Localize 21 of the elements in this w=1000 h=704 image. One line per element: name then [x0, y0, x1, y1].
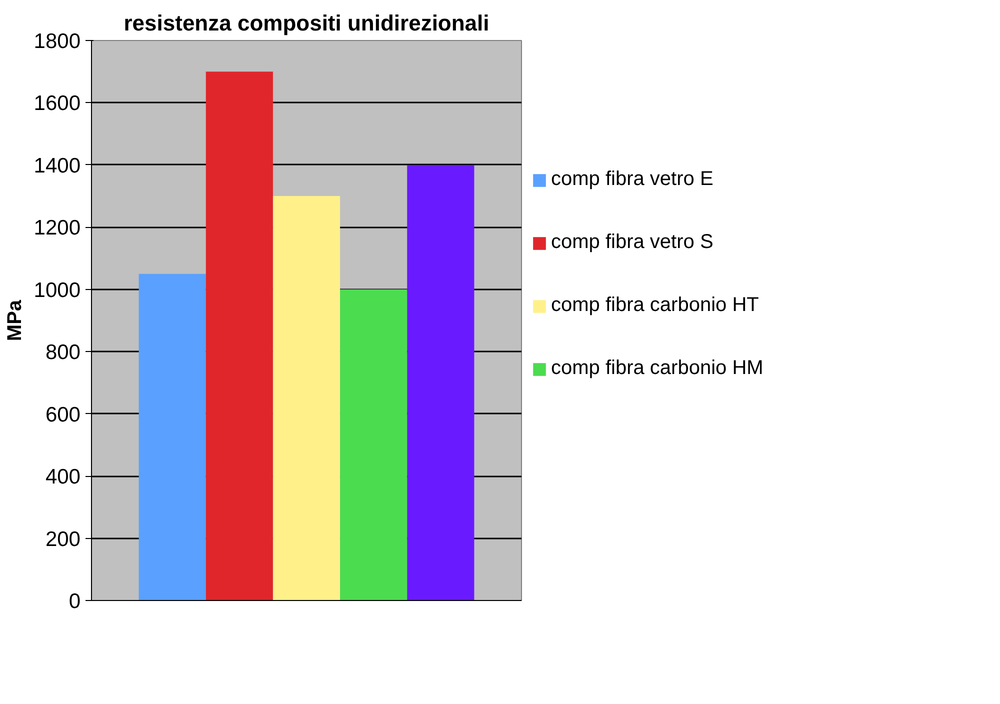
- bar: [138, 274, 206, 600]
- legend-label: comp fibra vetro E: [551, 168, 714, 191]
- bar: [206, 72, 273, 600]
- legend-label: comp fibra vetro S: [551, 231, 714, 254]
- y-tick-label: 200: [45, 528, 81, 551]
- chart-title: resistenza compositi unidirezionali: [124, 10, 490, 36]
- y-tick-label: 1200: [34, 216, 80, 240]
- bar: [272, 196, 340, 600]
- y-tick-label: 0: [68, 590, 81, 613]
- y-tick-label: 400: [45, 466, 81, 489]
- bar: [407, 164, 474, 600]
- y-tick-label: 1800: [34, 30, 80, 53]
- y-tick-label: 1000: [34, 278, 80, 302]
- y-tick-label: 600: [45, 403, 81, 426]
- legend-label: comp fibra carbonio HM: [551, 357, 764, 380]
- bar: [340, 289, 408, 600]
- legend-label: comp fibra carbonio HT: [551, 294, 760, 317]
- y-tick-label: 1400: [34, 154, 80, 178]
- y-axis-title: MPa: [4, 299, 26, 342]
- y-tick-label: 800: [45, 341, 81, 364]
- y-tick-label: 1600: [34, 92, 80, 116]
